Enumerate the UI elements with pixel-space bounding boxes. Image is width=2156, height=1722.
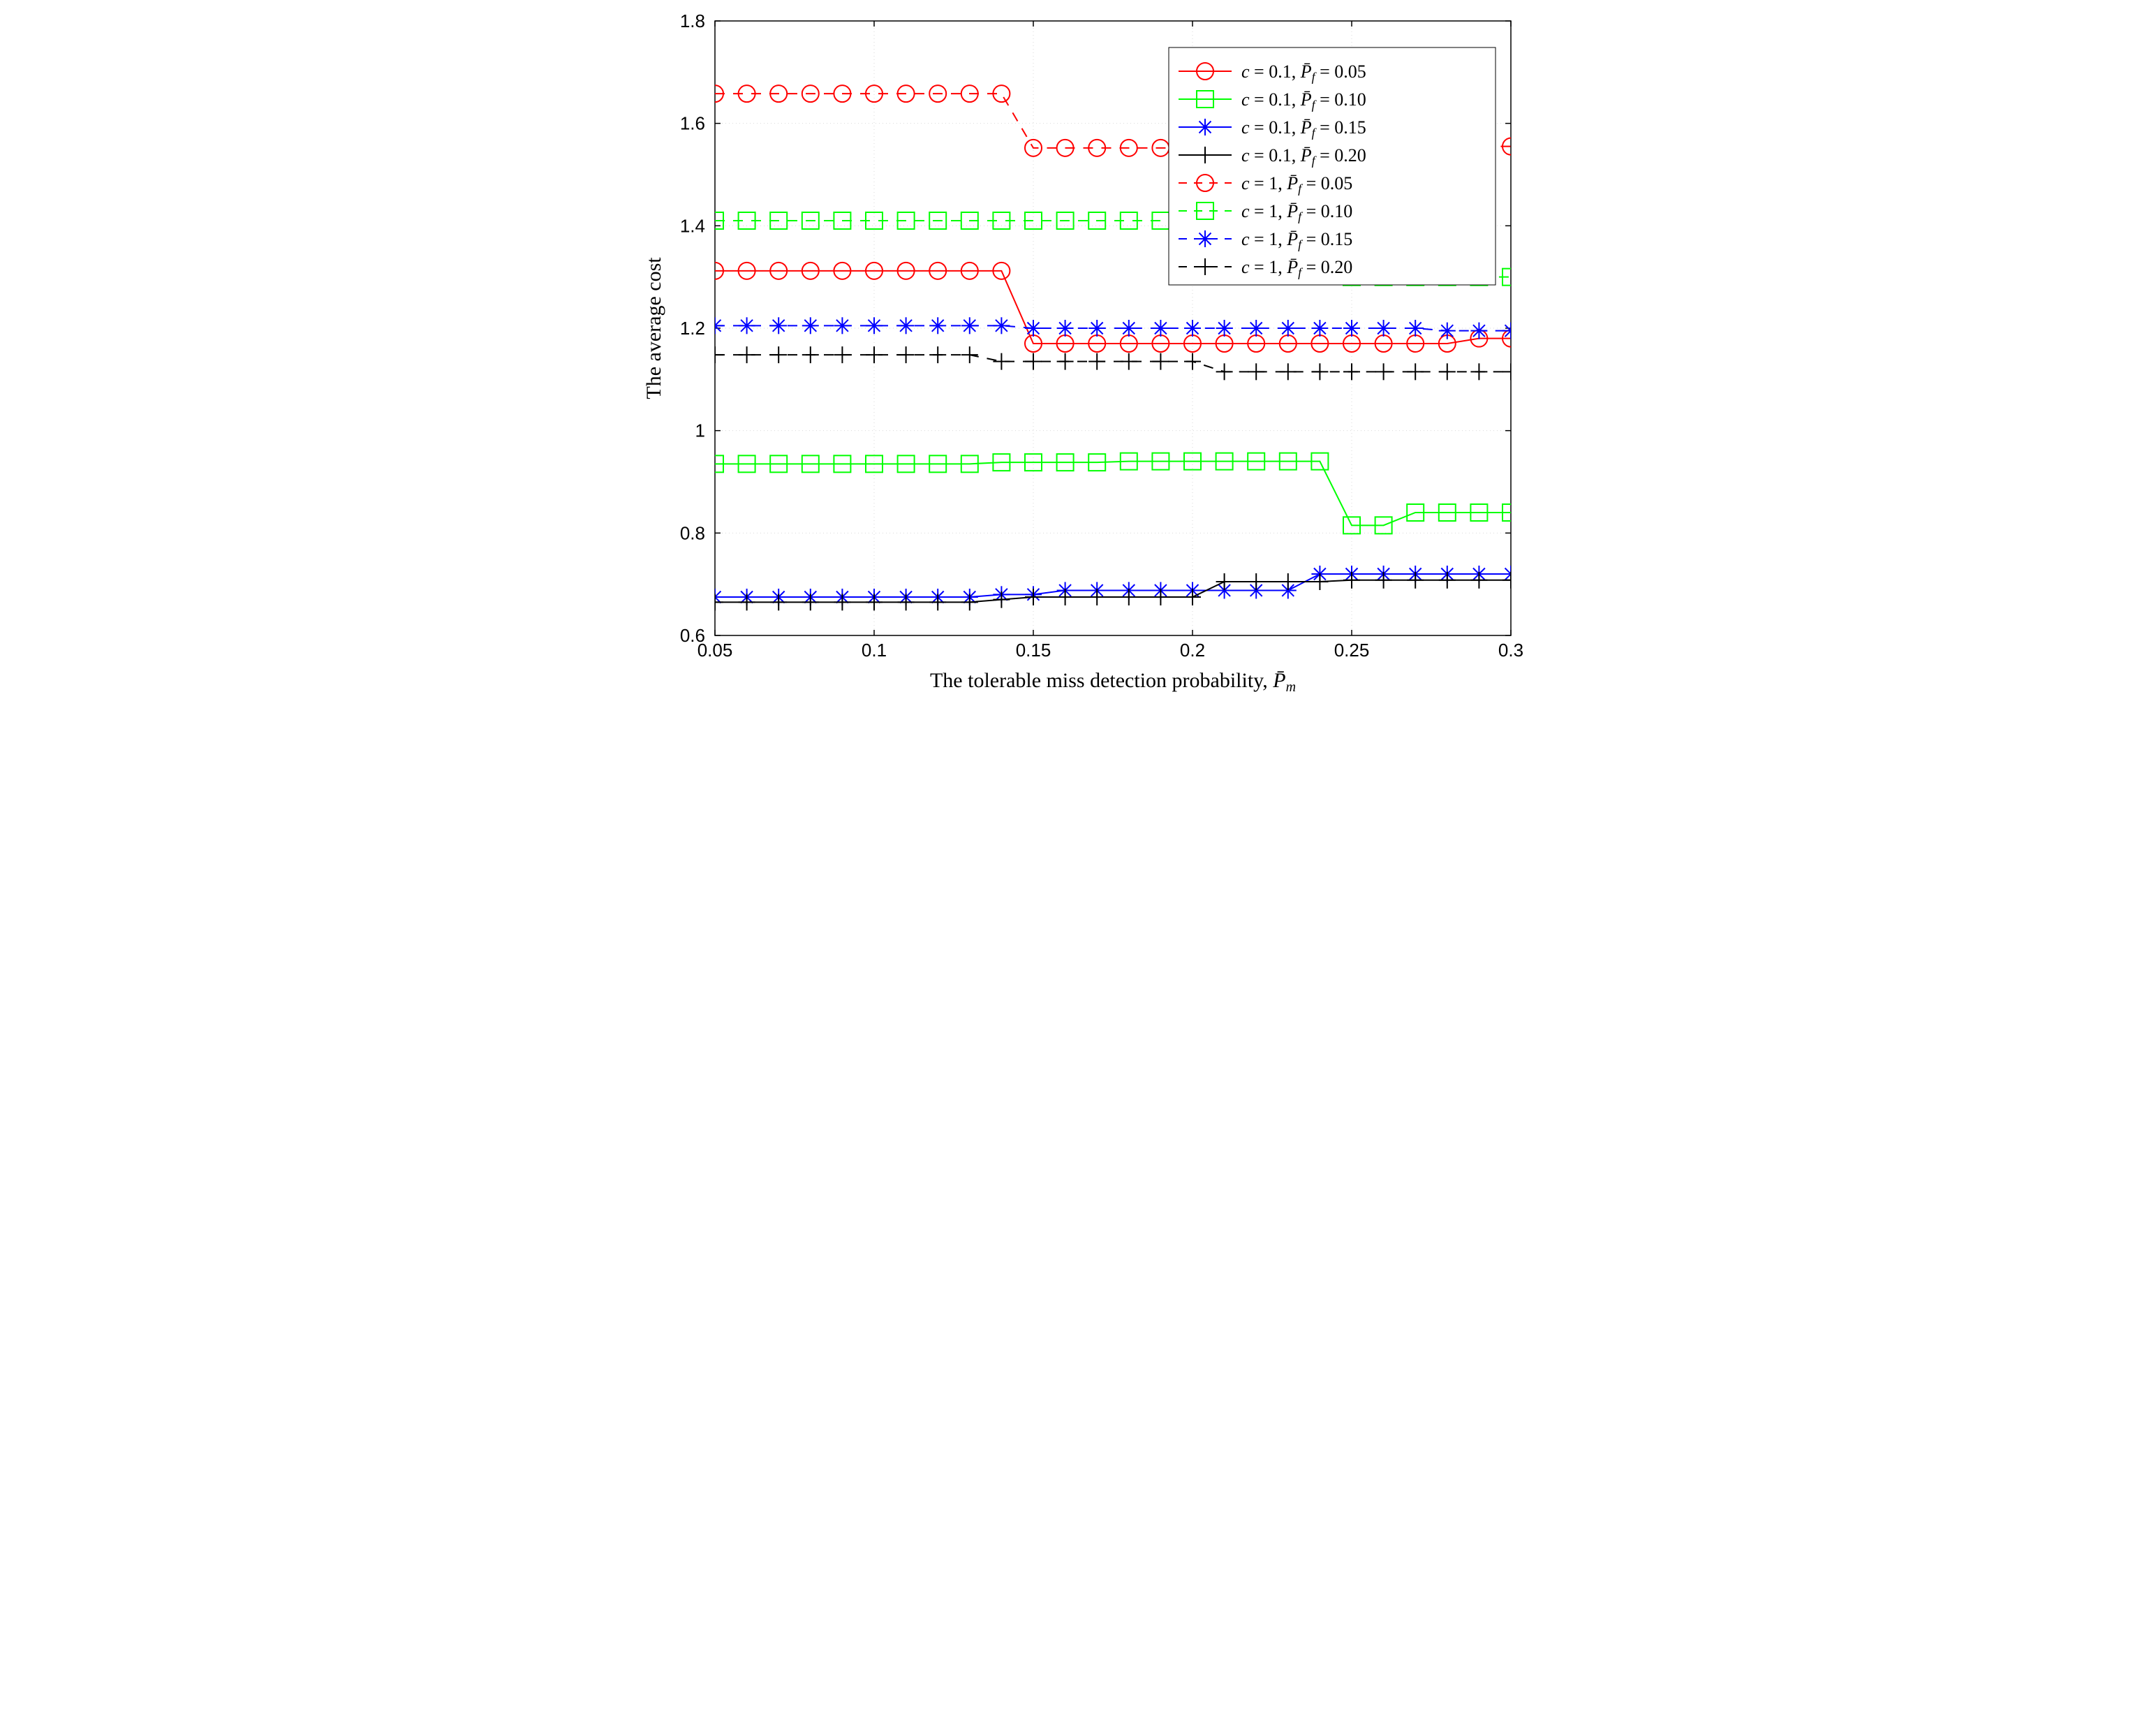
y-tick-label: 1 xyxy=(695,420,705,441)
x-tick-label: 0.1 xyxy=(862,640,887,661)
series-s4 xyxy=(707,572,1519,611)
y-tick-label: 1.6 xyxy=(680,113,705,134)
y-tick-label: 0.8 xyxy=(680,522,705,543)
legend: c = 0.1, P̄f = 0.05 c = 0.1, P̄f = 0.10 c … xyxy=(1169,47,1496,285)
legend-box xyxy=(1169,47,1496,285)
y-tick-label: 1.8 xyxy=(680,10,705,31)
x-tick-label: 0.25 xyxy=(1334,640,1370,661)
legend-label: c = 0.1, P̄f = 0.20 xyxy=(1241,145,1366,168)
y-tick-label: 1.2 xyxy=(680,318,705,339)
x-tick-label: 0.15 xyxy=(1016,640,1051,661)
series-s2 xyxy=(707,453,1519,534)
chart-container: 0.050.10.150.20.250.30.60.811.21.41.61.8… xyxy=(631,0,1525,714)
legend-label: c = 1, P̄f = 0.15 xyxy=(1241,229,1352,251)
x-tick-label: 0.2 xyxy=(1180,640,1205,661)
line-s4 xyxy=(715,580,1511,603)
x-axis-label: The tolerable miss detection probability… xyxy=(930,669,1296,695)
y-tick-label: 1.4 xyxy=(680,215,705,236)
series-s3 xyxy=(707,566,1519,605)
legend-label: c = 1, P̄f = 0.20 xyxy=(1241,257,1352,279)
x-tick-label: 0.3 xyxy=(1498,640,1523,661)
legend-label: c = 1, P̄f = 0.10 xyxy=(1241,201,1352,223)
chart-svg: 0.050.10.150.20.250.30.60.811.21.41.61.8… xyxy=(631,0,1525,714)
legend-label: c = 1, P̄f = 0.05 xyxy=(1241,173,1352,196)
legend-label: c = 0.1, P̄f = 0.15 xyxy=(1241,117,1366,140)
series-s8 xyxy=(707,346,1519,380)
y-tick-label: 0.6 xyxy=(680,625,705,646)
y-axis-label: The average cost xyxy=(642,257,665,399)
line-s3 xyxy=(715,574,1511,597)
legend-label: c = 0.1, P̄f = 0.05 xyxy=(1241,61,1366,84)
line-s8 xyxy=(715,355,1511,371)
legend-label: c = 0.1, P̄f = 0.10 xyxy=(1241,89,1366,112)
